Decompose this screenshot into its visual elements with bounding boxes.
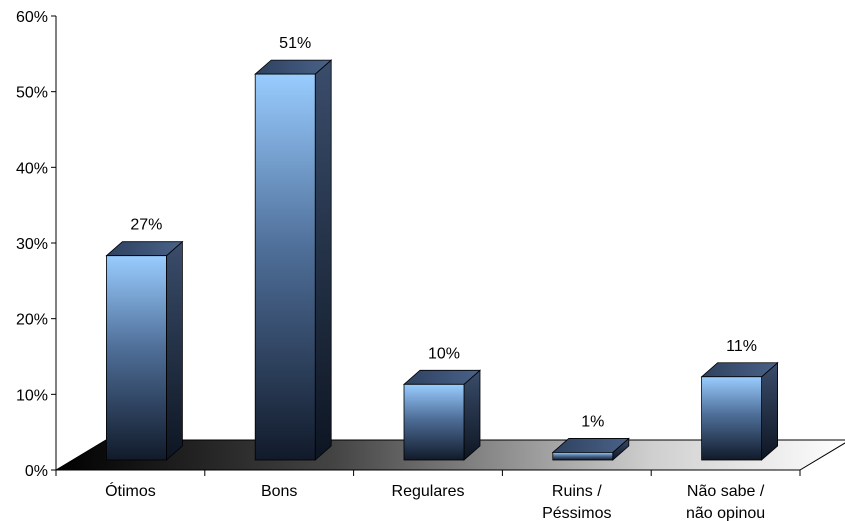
bar-side [463,369,481,461]
bar-front [254,73,316,461]
y-tick-label: 50% [16,85,48,102]
y-tick-label: 10% [16,387,48,404]
category-label: Não sabe / não opinou [686,483,765,521]
y-tick-label: 0% [25,463,48,480]
data-label: 27% [130,217,162,234]
data-label: 1% [581,413,604,430]
bar-front [552,452,614,461]
bar-front [106,255,167,461]
y-tick-label: 40% [16,160,48,177]
y-tick-label: 60% [16,9,48,26]
category-label: Ótimos [105,481,156,500]
y-tick-label: 20% [16,312,48,329]
bar-front [403,383,465,461]
bar-side [314,59,332,461]
bar [700,361,779,461]
data-label: 10% [428,345,460,362]
bar-side [761,361,778,461]
data-label: 51% [279,35,311,52]
data-label: 11% [726,338,757,355]
bar [254,59,333,461]
bar [105,240,184,461]
category-label: Ruins / Péssimos [542,483,611,521]
bar [402,369,482,461]
category-label: Bons [261,483,297,500]
y-tick-label: 30% [16,236,48,253]
category-label: Regulares [392,483,465,500]
bar-side [165,240,183,461]
bar [551,437,630,461]
bar-front [701,376,762,461]
